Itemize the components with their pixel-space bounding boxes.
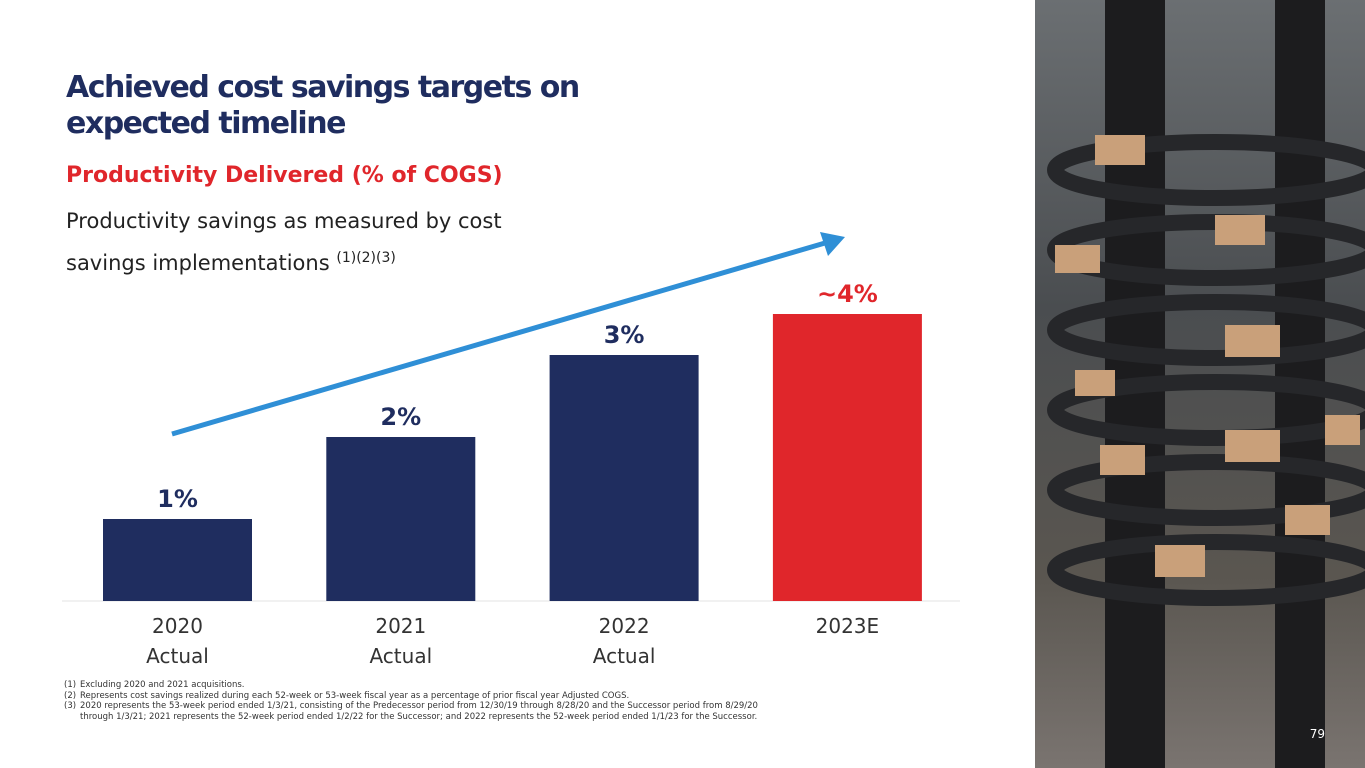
bar-2020-actual <box>103 519 252 601</box>
footnote: (2) Represents cost savings realized duri… <box>64 691 794 702</box>
bar-2021-actual <box>326 437 476 601</box>
category-label: 2021 <box>375 614 426 638</box>
data-label: 1% <box>157 485 198 513</box>
description-text: Productivity savings as measured by cost… <box>66 209 502 275</box>
footnote-number: (3) <box>64 701 77 711</box>
bar-chart: 1% 2020 Actual 2% 2021 Actual 3% 2022 Actual ~4% 2… <box>62 232 960 668</box>
data-label: 3% <box>604 321 645 349</box>
footnote-refs: (1)(2)(3) <box>336 250 396 266</box>
chart-subtitle: Productivity Delivered (% of COGS) <box>66 163 503 188</box>
category-label: Actual <box>146 644 209 668</box>
bar-2023e <box>772 314 922 601</box>
footnote: (1) Excluding 2020 and 2021 acquisitions. <box>64 680 794 691</box>
data-label: ~4% <box>817 280 878 308</box>
chart-description: Productivity savings as measured by cost… <box>66 203 586 282</box>
warehouse-conveyor-photo: 79 <box>1035 0 1365 768</box>
category-label: Actual <box>369 644 432 668</box>
footnote-text: 2020 represents the 53-week period ended… <box>80 701 758 722</box>
footnote-text: Represents cost savings realized during … <box>80 690 630 701</box>
slide-title: Achieved cost savings targets on expecte… <box>66 70 580 141</box>
category-label: Actual <box>593 644 656 668</box>
trend-arrow-head-icon <box>820 232 845 256</box>
footnotes: (1) Excluding 2020 and 2021 acquisitions.… <box>64 680 794 722</box>
category-label: 2022 <box>599 614 650 638</box>
footnote-number: (1) <box>64 680 77 690</box>
data-label: 2% <box>380 403 421 431</box>
footnote: (3) 2020 represents the 53-week period en… <box>64 701 794 722</box>
footnote-text: Excluding 2020 and 2021 acquisitions. <box>80 680 245 690</box>
footnote-number: (2) <box>64 690 77 701</box>
trend-arrow-line <box>171 240 826 437</box>
bar-2022-actual <box>549 355 699 601</box>
category-label: 2020 <box>152 614 203 638</box>
category-label: 2023E <box>816 614 880 638</box>
page-number: 79 <box>1309 727 1325 741</box>
